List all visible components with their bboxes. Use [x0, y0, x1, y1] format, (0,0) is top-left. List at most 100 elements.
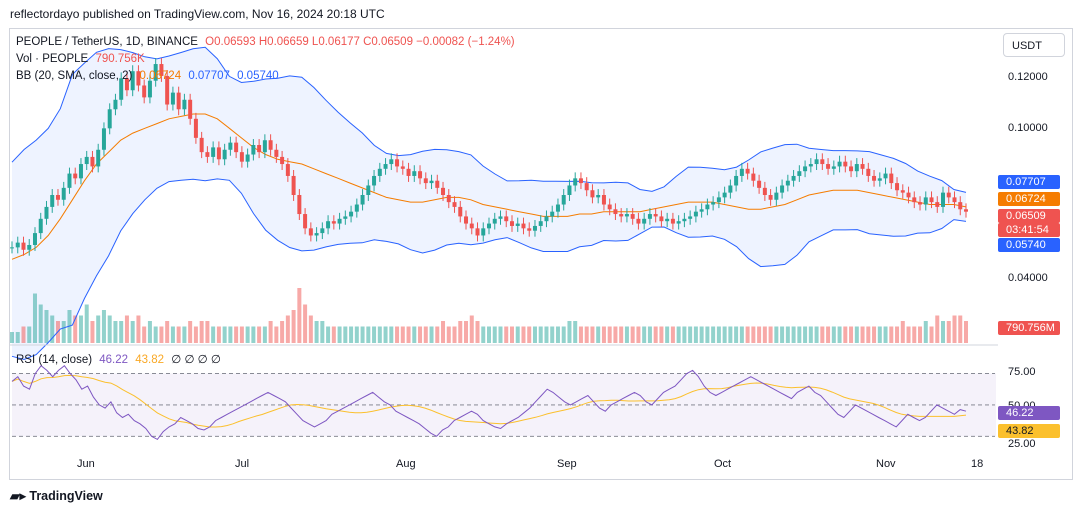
candle-body [544, 216, 549, 222]
volume-bar [90, 321, 95, 343]
candle-body [619, 214, 624, 217]
candle-body [38, 218, 43, 234]
volume-bar [550, 326, 555, 343]
bb-band-fill [12, 47, 966, 360]
candle-body [889, 173, 894, 184]
volume-bar [119, 321, 124, 343]
candle-body [165, 75, 170, 105]
candle-body [216, 147, 221, 160]
candle-body [751, 173, 756, 181]
candle-body [682, 218, 687, 222]
rsi-tick: 75.00 [1008, 366, 1036, 378]
symbol-label[interactable]: PEOPLE / TetherUS, 1D, BINANCE [16, 36, 198, 48]
candle-body [780, 185, 785, 193]
volume-bar [487, 326, 491, 343]
volume-bar [630, 326, 635, 343]
candle-body [739, 168, 744, 176]
candle-body [464, 216, 469, 224]
candle-body [67, 173, 72, 188]
volume-bar [826, 326, 831, 343]
candle-body [446, 195, 451, 203]
bb-label[interactable]: BB (20, SMA, close, 2) [16, 70, 133, 82]
volume-bar [699, 326, 704, 343]
candle-body [395, 159, 400, 167]
volume-tag: 790.756M [998, 321, 1060, 335]
price-tick: 0.10000 [1008, 122, 1048, 134]
volume-bar [923, 321, 928, 343]
candle-body [498, 216, 503, 219]
volume-bar [274, 326, 279, 343]
rsi-tag: 46.22 [998, 406, 1060, 420]
candle-body [601, 195, 606, 205]
volume-bar [15, 332, 20, 343]
candle-body [613, 209, 618, 215]
candle-body [239, 152, 244, 162]
ohlc-values: O0.06593 H0.06659 L0.06177 C0.06509 −0.0… [205, 36, 515, 48]
volume-bar [32, 293, 37, 343]
candle-body [952, 197, 957, 203]
candle-body [653, 214, 658, 217]
candle-body [418, 171, 423, 179]
candle-body [757, 180, 762, 188]
volume-bar [205, 321, 210, 343]
candle-body [107, 109, 112, 129]
volume-bar [291, 310, 296, 343]
volume-bar [659, 326, 664, 343]
price-tick: 0.12000 [1008, 71, 1048, 83]
volume-bar [372, 326, 377, 343]
candle-body [372, 175, 377, 186]
vol-label[interactable]: Vol · PEOPLE [16, 53, 89, 65]
candle-body [527, 228, 532, 231]
candle-body [895, 183, 900, 191]
candle-body [791, 175, 796, 181]
volume-bar [389, 326, 394, 343]
volume-bar [711, 326, 716, 343]
candle-body [803, 166, 808, 172]
candle-body [509, 221, 514, 226]
candle-body [532, 225, 537, 231]
candle-body [705, 204, 710, 210]
candle-body [27, 245, 32, 250]
candle-body [515, 223, 520, 226]
volume-bar [831, 326, 836, 343]
volume-bar [797, 326, 802, 343]
tradingview-logo[interactable]: ▰▸ TradingView [10, 488, 103, 503]
volume-bar [44, 310, 49, 343]
candle-body [159, 64, 164, 76]
volume-bar [239, 326, 244, 343]
candle-body [665, 218, 670, 222]
rsi-label[interactable]: RSI (14, close) [16, 354, 93, 366]
volume-bar [872, 326, 877, 343]
volume-bar [918, 326, 923, 343]
candle-body [136, 71, 141, 86]
volume-bar [354, 326, 359, 343]
candle-body [182, 99, 187, 110]
candle-body [762, 187, 767, 195]
volume-bar [222, 326, 227, 343]
volume-bar [395, 326, 400, 343]
volume-bar [642, 326, 647, 343]
volume-bar [216, 326, 221, 343]
candle-body [561, 195, 566, 205]
volume-bar [751, 326, 756, 343]
candle-body [32, 233, 37, 245]
volume-bar [349, 326, 354, 343]
volume-bar [360, 326, 365, 343]
currency-selector[interactable]: USDT [1003, 33, 1065, 57]
bb-basis-tag: 0.06724 [998, 192, 1060, 206]
candle-body [900, 190, 905, 193]
candle-body [820, 159, 825, 165]
volume-bar [73, 315, 78, 343]
candle-body [699, 209, 704, 212]
volume-bar [607, 326, 612, 343]
candle-body [78, 164, 83, 179]
volume-bar [929, 326, 934, 343]
candle-body [308, 228, 313, 236]
candle-body [142, 85, 147, 98]
candle-body [458, 206, 463, 217]
candle-body [274, 149, 279, 157]
candle-body [257, 145, 262, 153]
time-label: Aug [396, 458, 416, 470]
volume-bar [895, 326, 900, 343]
